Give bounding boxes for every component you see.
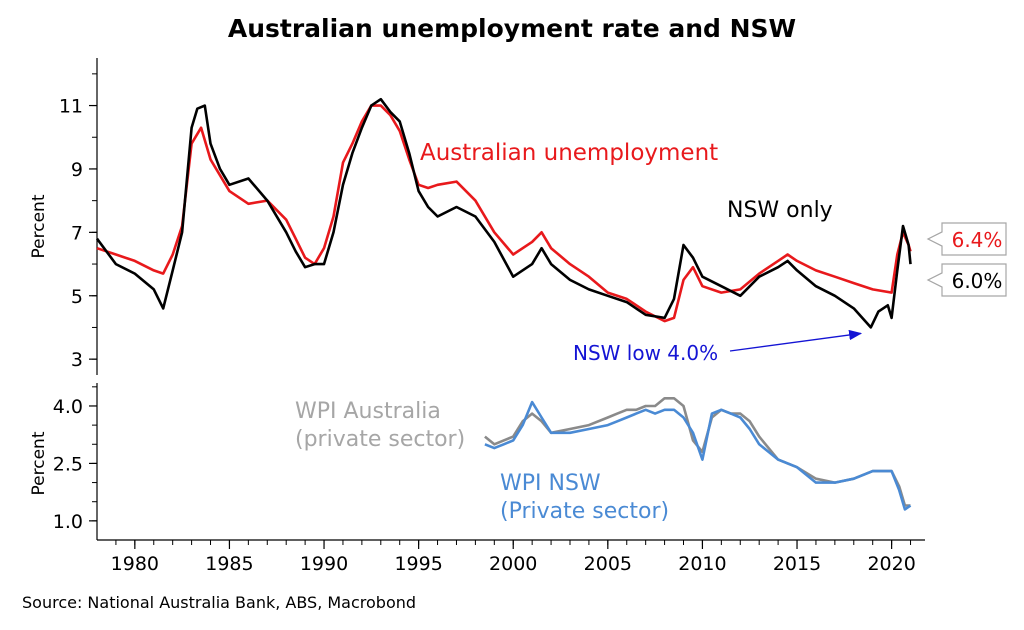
chart-title: Australian unemployment rate and NSW [227, 14, 797, 43]
top-y-tick-label: 7 [71, 222, 83, 244]
source-note: Source: National Australia Bank, ABS, Ma… [22, 593, 417, 612]
bottom-y-tick-label: 2.5 [53, 453, 83, 475]
x-tick-label: 1980 [111, 553, 159, 575]
x-tick-label: 2005 [584, 553, 632, 575]
x-tick-label: 2000 [489, 553, 537, 575]
nsw-unemployment-line [95, 97, 912, 329]
wpi-nsw-line [484, 400, 912, 511]
nsw-end-value-box [926, 263, 1007, 297]
australia-end-value-box [926, 222, 1007, 256]
wpi-australia-label-line1: WPI Australia [295, 399, 441, 424]
australian-unemployment-line [96, 104, 912, 323]
wpi-nsw-label-line1: WPI NSW [500, 471, 601, 496]
x-tick-label: 1985 [205, 553, 253, 575]
top-y-axis-label: Percent [29, 194, 49, 258]
x-tick-label: 1995 [394, 553, 442, 575]
nsw-end-value: 6.0% [952, 269, 1003, 293]
x-tick-label: 2015 [773, 553, 821, 575]
top-y-tick-label: 11 [59, 96, 83, 118]
top-y-tick-label: 9 [71, 159, 83, 181]
bottom-y-tick-label: 1.0 [53, 511, 83, 533]
wpi-australia-label-line2: (private sector) [295, 427, 465, 452]
australia-end-value: 6.4% [952, 228, 1003, 252]
x-tick-label: 1990 [300, 553, 348, 575]
nsw-low-annotation: NSW low 4.0% [573, 341, 718, 365]
annotation-arrow [729, 329, 863, 352]
bottom-y-axis-label: Percent [29, 431, 49, 495]
top-y-tick-label: 3 [71, 349, 83, 371]
wpi-nsw-label-line2: (Private sector) [500, 499, 669, 524]
australian-unemployment-label: Australian unemployment [420, 140, 718, 166]
nsw-only-label: NSW only [727, 198, 833, 223]
x-tick-label: 2020 [867, 553, 915, 575]
top-y-tick-label: 5 [71, 286, 83, 308]
bottom-y-tick-label: 4.0 [53, 396, 83, 418]
x-tick-label: 2010 [678, 553, 726, 575]
